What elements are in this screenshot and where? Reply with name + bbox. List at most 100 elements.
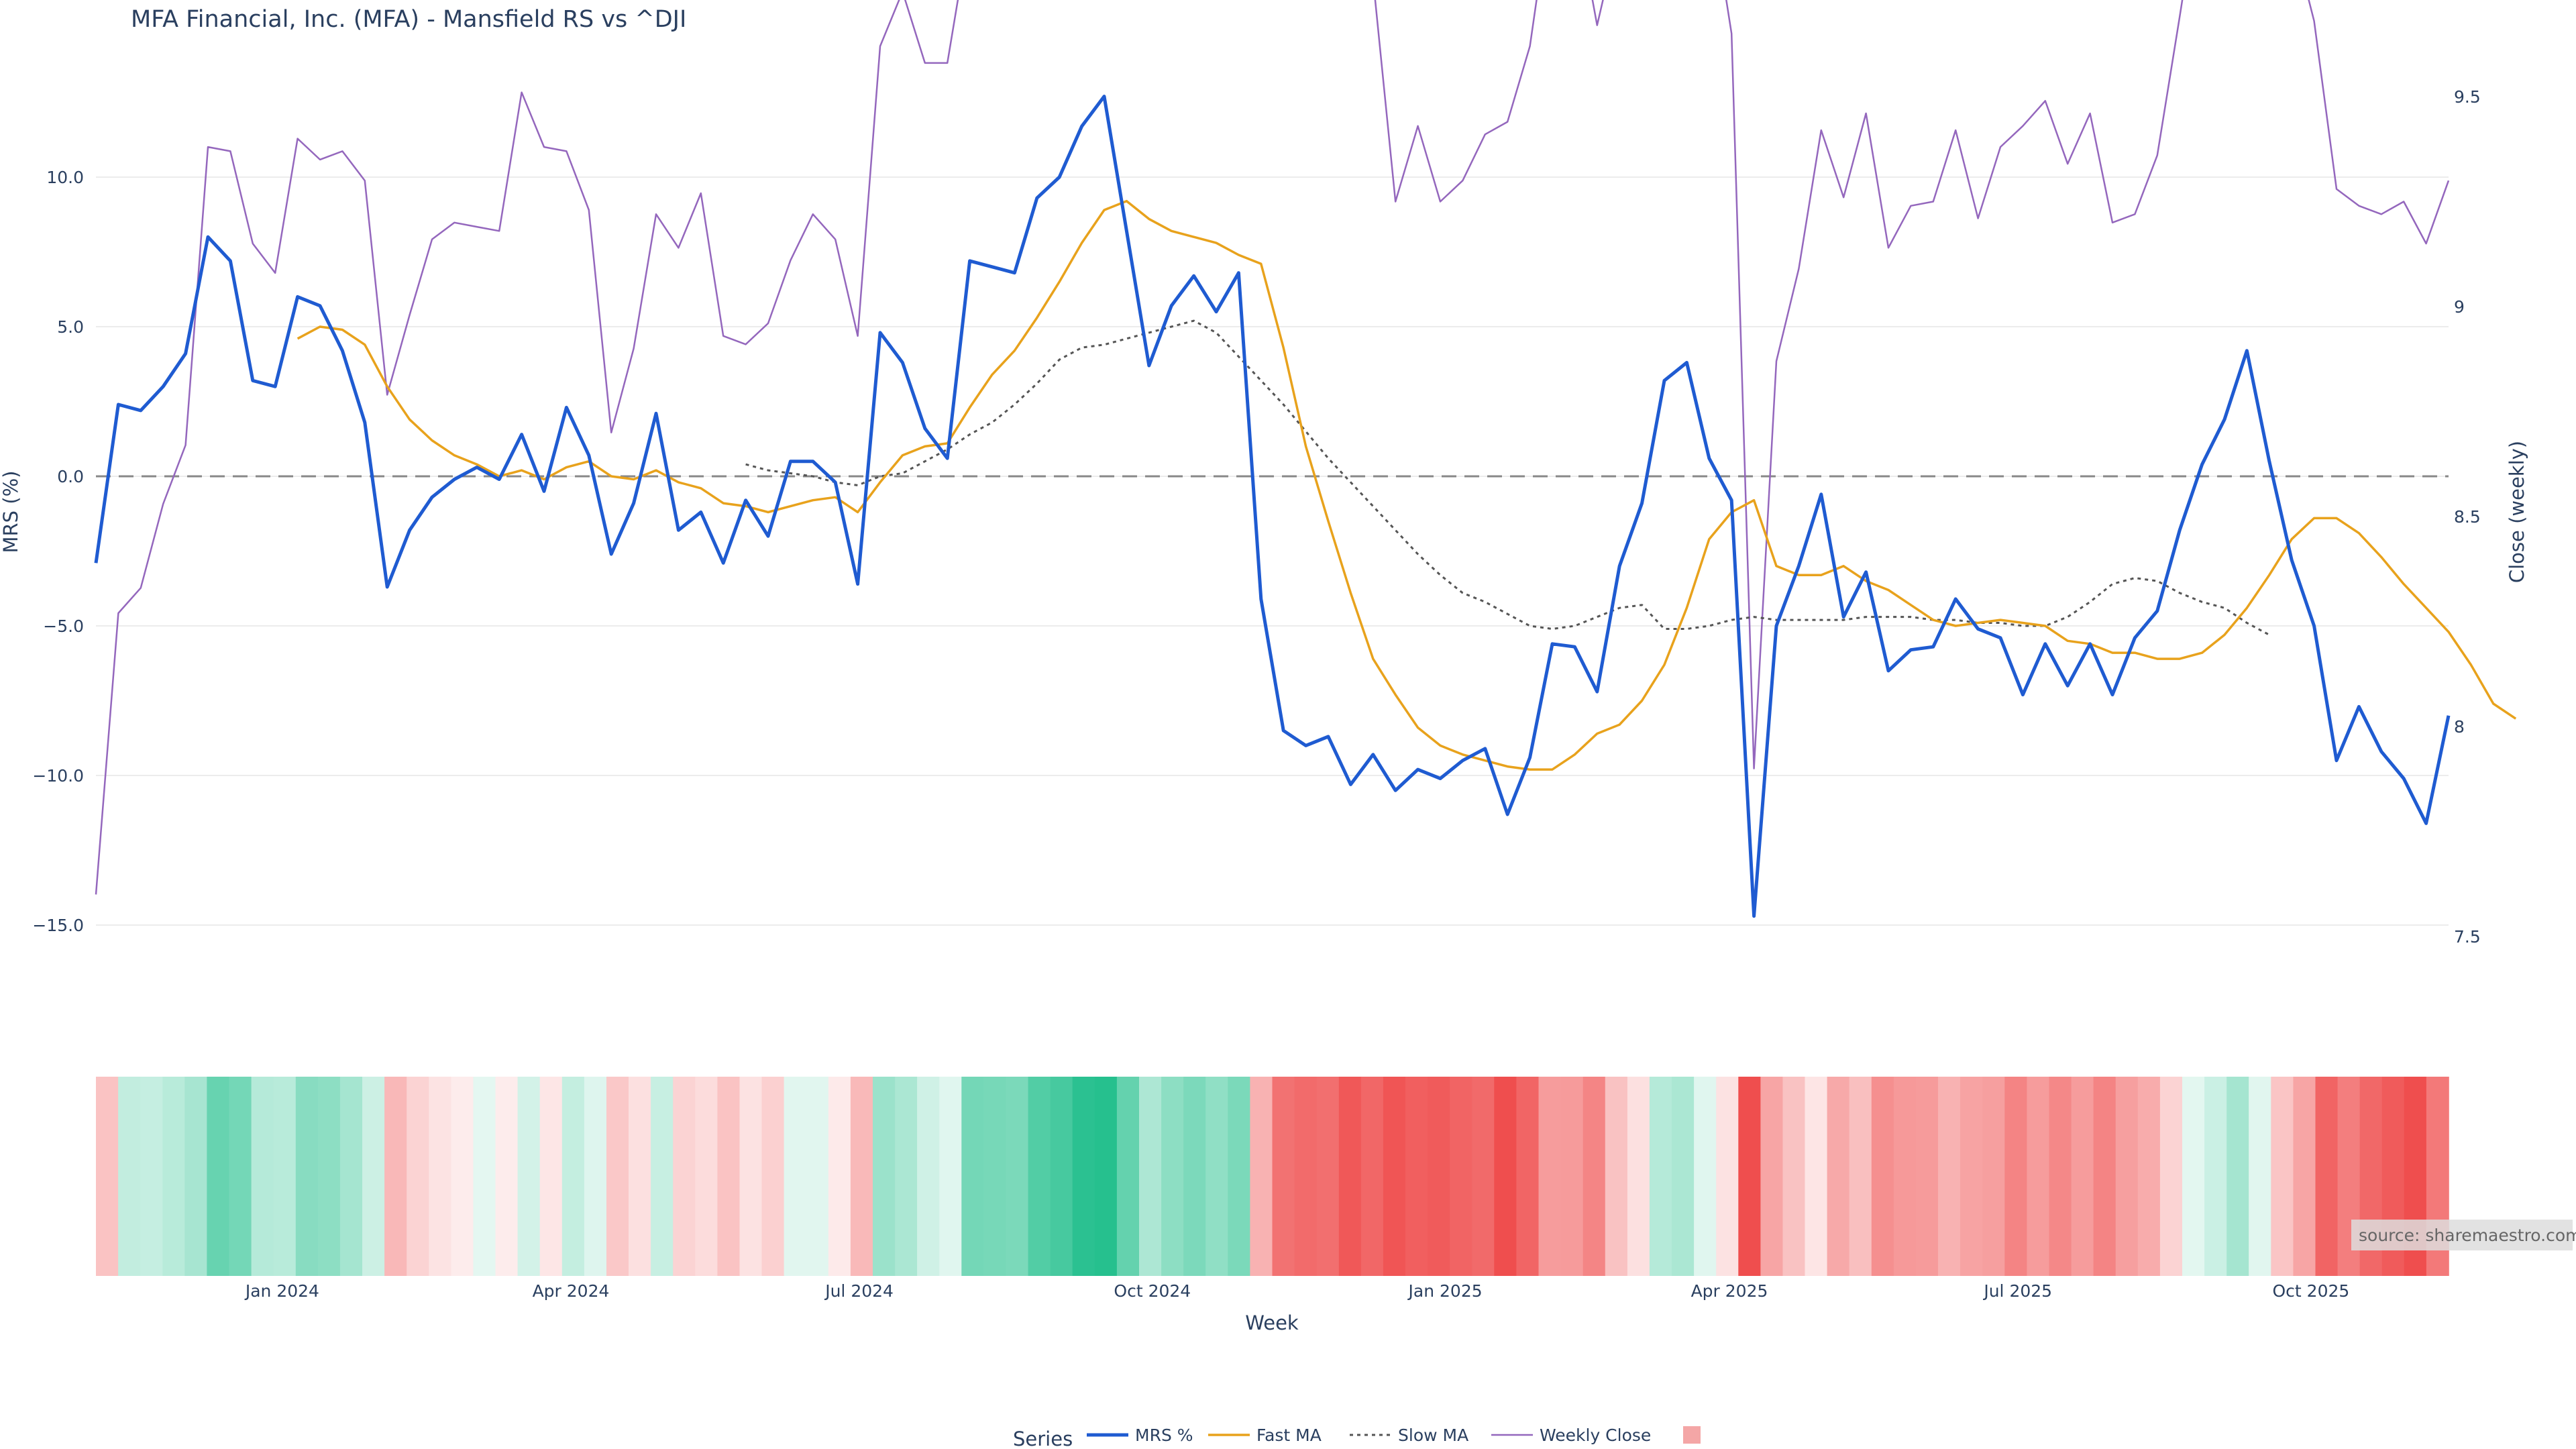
heat-band-cell xyxy=(1450,1077,1473,1276)
left-tick-label: −5.0 xyxy=(43,616,84,636)
heat-band-cell xyxy=(939,1077,963,1276)
heat-band-cell xyxy=(2071,1077,2094,1276)
heat-band-cell xyxy=(873,1077,896,1276)
series-layer xyxy=(94,0,2517,918)
right-tick-label: 8.5 xyxy=(2454,507,2481,527)
heat-band-cell xyxy=(1538,1077,1562,1276)
heat-band-cell xyxy=(407,1077,430,1276)
heat-band-cell xyxy=(2204,1077,2227,1276)
heat-band-cell xyxy=(695,1077,718,1276)
left-axis-ticks: 10.0 5.0 0.0 −5.0 −10.0 −15.0 xyxy=(32,168,84,935)
heat-band-cell xyxy=(207,1077,230,1276)
legend-item-label: Slow MA xyxy=(1398,1426,1468,1445)
legend-item-label: Weekly Close xyxy=(1540,1426,1651,1445)
heat-band-cell xyxy=(1272,1077,1295,1276)
heat-band-cell xyxy=(1782,1077,1806,1276)
heat-band-cell xyxy=(1094,1077,1118,1276)
heat-band-cell xyxy=(539,1077,563,1276)
x-axis-ticks: Jan 2024 Apr 2024 Jul 2024 Oct 2024 Jan 2025… xyxy=(244,1281,2349,1301)
series-line-mrs xyxy=(94,95,2451,918)
heat-band-cell xyxy=(451,1077,474,1276)
heat-band-cell xyxy=(1960,1077,1983,1276)
x-tick-label: Oct 2025 xyxy=(2273,1281,2350,1301)
left-tick-label: 10.0 xyxy=(46,168,84,187)
heat-band-cell xyxy=(495,1077,519,1276)
heat-band-cell xyxy=(1294,1077,1318,1276)
right-tick-label: 8 xyxy=(2454,717,2465,737)
legend: Series MRS % Fast MA Slow MA Weekly Close xyxy=(1013,1426,1701,1449)
heat-band-cell xyxy=(273,1077,297,1276)
heat-band-cell xyxy=(2004,1077,2028,1276)
x-tick-label: Apr 2024 xyxy=(533,1281,610,1301)
left-tick-label: −10.0 xyxy=(32,766,84,786)
heat-band-cell xyxy=(1428,1077,1450,1276)
heat-band-cell xyxy=(1183,1077,1207,1276)
heat-band-cell xyxy=(362,1077,385,1276)
heat-band-cell xyxy=(2315,1077,2339,1276)
heat-band-cell xyxy=(118,1077,141,1276)
legend-item-label: Fast MA xyxy=(1256,1426,1322,1445)
heat-band-cell xyxy=(1316,1077,1340,1276)
heat-band-cell xyxy=(2159,1077,2183,1276)
legend-swatch xyxy=(1683,1426,1701,1444)
heat-band-cell xyxy=(1205,1077,1229,1276)
heat-band-cell xyxy=(2293,1077,2316,1276)
source-note-box xyxy=(2351,1220,2573,1250)
heat-band-cell xyxy=(1161,1077,1184,1276)
heat-band-cell xyxy=(651,1077,674,1276)
right-tick-label: 9.5 xyxy=(2454,87,2481,107)
heat-band-cell xyxy=(606,1077,629,1276)
heat-band-cell xyxy=(761,1077,785,1276)
x-tick-label: Jan 2025 xyxy=(1407,1281,1483,1301)
right-tick-label: 7.5 xyxy=(2454,927,2481,947)
heat-band-cell xyxy=(1405,1077,1428,1276)
heat-band-cell xyxy=(1916,1077,1939,1276)
heat-band-cell xyxy=(1605,1077,1628,1276)
heat-band-cell xyxy=(1938,1077,1961,1276)
x-tick-label: Jul 2025 xyxy=(1982,1281,2052,1301)
heat-band-cell xyxy=(517,1077,541,1276)
heat-band-cell xyxy=(229,1077,252,1276)
heat-band-cell xyxy=(917,1077,940,1276)
heat-band-cell xyxy=(983,1077,1007,1276)
left-tick-label: 0.0 xyxy=(57,467,84,486)
gridlines xyxy=(96,176,2449,926)
heat-band-cell xyxy=(1694,1077,1717,1276)
heat-band-cell xyxy=(251,1077,274,1276)
heat-band-cell xyxy=(895,1077,918,1276)
heat-band-cell xyxy=(2049,1077,2072,1276)
heat-band-cell xyxy=(1050,1077,1073,1276)
heat-band-cell xyxy=(2182,1077,2205,1276)
series-line-fast-ma xyxy=(297,199,2517,771)
x-tick-label: Oct 2024 xyxy=(1114,1281,1191,1301)
heat-band-cell xyxy=(1627,1077,1650,1276)
heat-band-cell xyxy=(1116,1077,1140,1276)
heat-band-cell xyxy=(429,1077,452,1276)
heat-band-cell xyxy=(673,1077,696,1276)
heat-band-cell xyxy=(473,1077,496,1276)
heat-band-cell xyxy=(784,1077,807,1276)
heat-band-cell xyxy=(339,1077,363,1276)
heat-band-cell xyxy=(2027,1077,2050,1276)
left-tick-label: 5.0 xyxy=(57,317,84,337)
left-tick-label: −15.0 xyxy=(32,916,84,935)
heat-band-cell xyxy=(584,1077,607,1276)
heat-band-cell xyxy=(1893,1077,1917,1276)
heat-band-cell xyxy=(1228,1077,1251,1276)
heat-band-cell xyxy=(384,1077,407,1276)
x-axis-title: Week xyxy=(1245,1311,1299,1334)
heat-band-cell xyxy=(140,1077,164,1276)
heat-band-cell xyxy=(2249,1077,2272,1276)
heat-band-cell xyxy=(1360,1077,1384,1276)
heat-band-cell xyxy=(1716,1077,1739,1276)
heat-band-cell xyxy=(717,1077,741,1276)
heat-band-cell xyxy=(1139,1077,1162,1276)
heat-band-cell xyxy=(1672,1077,1695,1276)
heat-band-cell xyxy=(1250,1077,1273,1276)
heat-band-cell xyxy=(1738,1077,1762,1276)
chart-title: MFA Financial, Inc. (MFA) - Mansfield RS… xyxy=(131,6,686,33)
right-axis-ticks: 11.51110.5109.598.587.5 xyxy=(2454,87,2481,947)
heat-band-cell xyxy=(1649,1077,1672,1276)
x-tick-label: Jul 2024 xyxy=(824,1281,894,1301)
